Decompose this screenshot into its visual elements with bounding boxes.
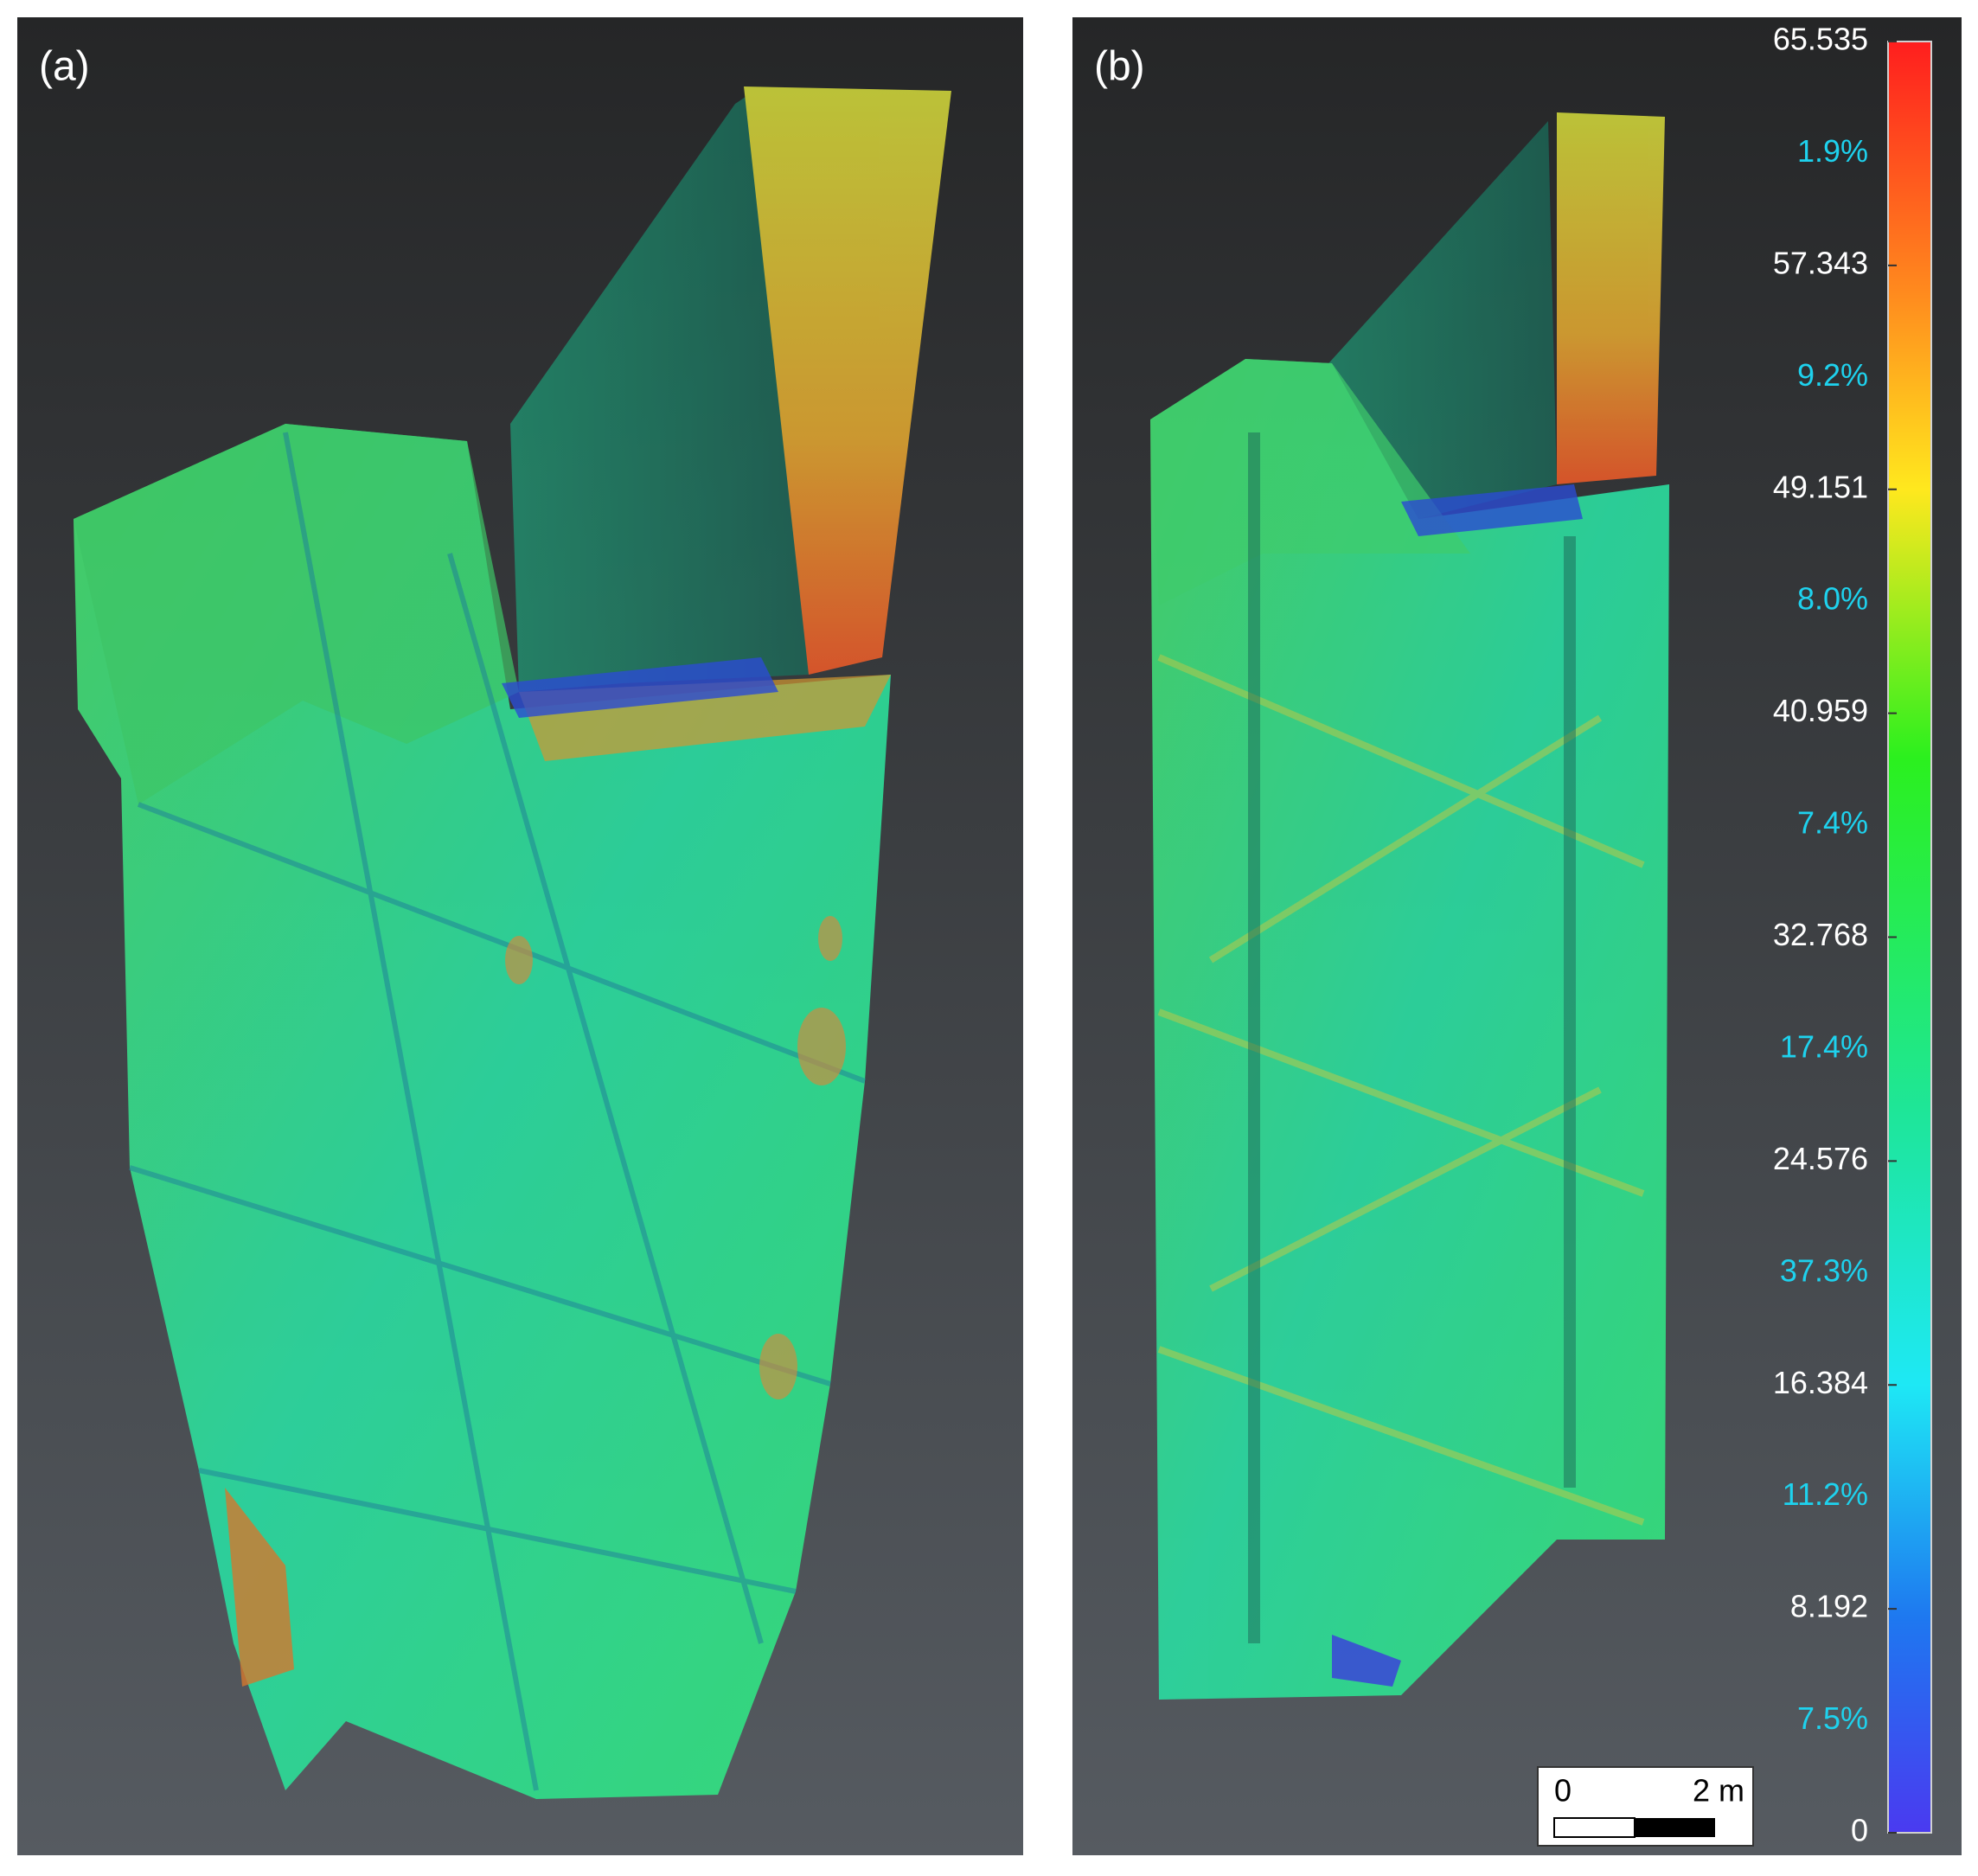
colorbar-value-label: 24.576 [1773, 1141, 1868, 1176]
point-cloud-b [1150, 112, 1669, 1700]
scale-start: 0 [1554, 1773, 1572, 1809]
colorbar-percent-label: 9.2% [1797, 357, 1868, 393]
colorbar-percent-label: 1.9% [1797, 133, 1868, 169]
colorbar-percent-label: 7.5% [1797, 1700, 1868, 1736]
colorbar-percent-label: 37.3% [1780, 1252, 1868, 1288]
colorbar-value-label: 32.768 [1773, 917, 1868, 952]
colorbar-value-label: 49.151 [1773, 469, 1868, 504]
point-cloud-a [74, 86, 951, 1799]
scale-bar-segment [1553, 1817, 1636, 1838]
panel-label: (a) [39, 44, 90, 90]
panel-label: (b) [1094, 44, 1145, 90]
scale-end: 2 m [1693, 1773, 1744, 1809]
colorbar-value-label: 57.343 [1773, 245, 1868, 280]
colorbar-labels: 65.535 1.9% 57.343 9.2% 49.151 8.0% 40.959 7.4%… [1773, 22, 1897, 1848]
colorbar-percent-label: 11.2% [1783, 1476, 1868, 1512]
colorbar-value-label: 16.384 [1773, 1365, 1868, 1400]
colorbar-percent-label: 7.4% [1797, 805, 1868, 841]
colorbar-value-label: 40.959 [1773, 693, 1868, 728]
colorbar-percent-label: 8.0% [1797, 581, 1868, 617]
colorbar-percent-label: 17.4% [1780, 1028, 1868, 1064]
scale-bar-segment [1635, 1818, 1715, 1837]
colorbar-value-label: 65.535 [1773, 22, 1868, 57]
colorbar-value-label: 0 [1851, 1813, 1868, 1848]
scale-bar: 0 2 m [1537, 1766, 1754, 1847]
colorbar-value-label: 8.192 [1790, 1589, 1868, 1624]
